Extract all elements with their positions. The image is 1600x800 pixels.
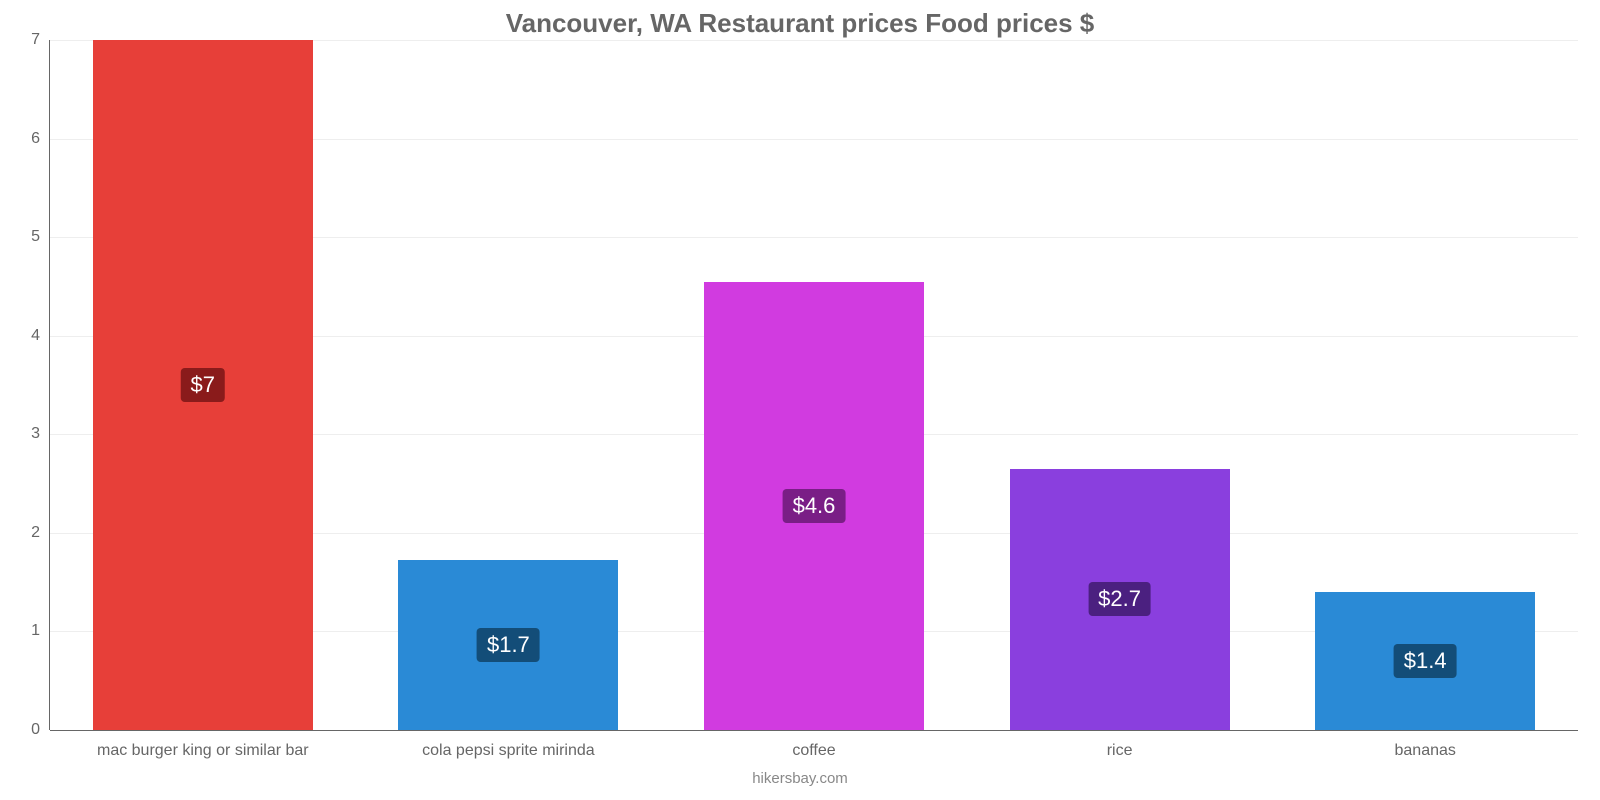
y-tick-label: 4 — [12, 327, 40, 345]
source-label: hikersbay.com — [0, 770, 1600, 787]
bar-value-label: $1.7 — [477, 628, 540, 662]
bar-value-label: $1.4 — [1394, 644, 1457, 678]
y-tick-label: 3 — [12, 425, 40, 443]
y-tick-label: 1 — [12, 622, 40, 640]
y-tick-label: 7 — [12, 31, 40, 49]
chart-title: Vancouver, WA Restaurant prices Food pri… — [0, 8, 1600, 39]
bar-chart: Vancouver, WA Restaurant prices Food pri… — [0, 0, 1600, 800]
x-tick-label: bananas — [1394, 742, 1455, 760]
y-tick-label: 2 — [12, 524, 40, 542]
plot-area: 01234567$7mac burger king or similar bar… — [50, 40, 1578, 730]
bar-value-label: $7 — [181, 368, 225, 402]
y-tick-label: 6 — [12, 130, 40, 148]
x-tick-label: coffee — [792, 742, 835, 760]
bar-value-label: $4.6 — [783, 489, 846, 523]
y-axis — [49, 40, 50, 730]
y-tick-label: 5 — [12, 228, 40, 246]
y-tick-label: 0 — [12, 721, 40, 739]
bar-value-label: $2.7 — [1088, 582, 1151, 616]
x-tick-label: cola pepsi sprite mirinda — [422, 742, 595, 760]
x-tick-label: rice — [1107, 742, 1133, 760]
x-tick-label: mac burger king or similar bar — [97, 742, 309, 760]
x-axis — [50, 730, 1578, 731]
